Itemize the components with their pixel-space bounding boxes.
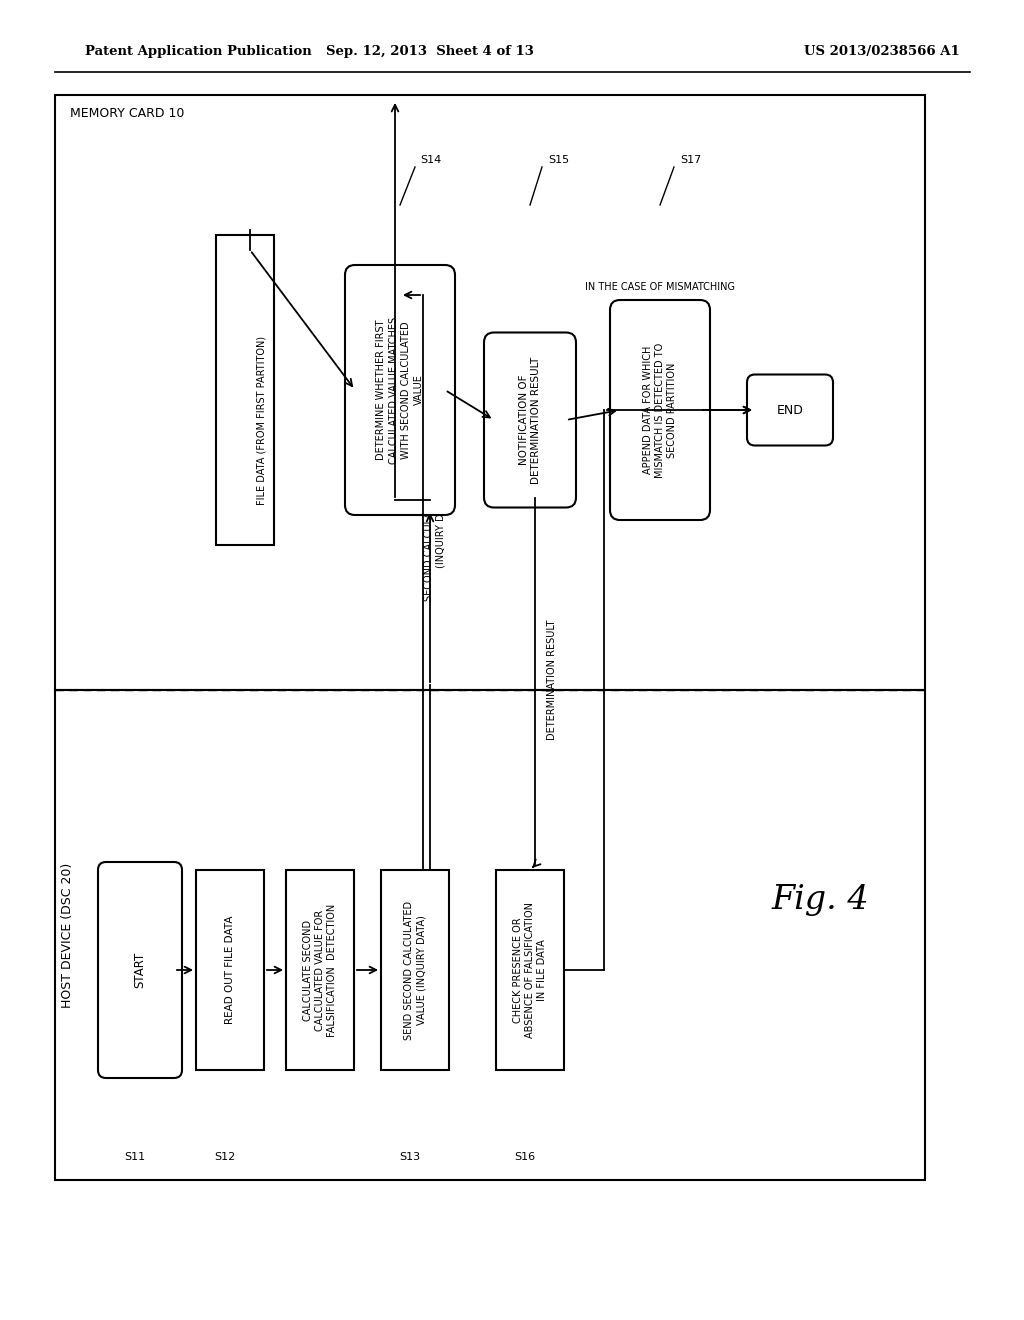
- Text: S12: S12: [214, 1152, 236, 1162]
- Text: HOST DEVICE (DSC 20): HOST DEVICE (DSC 20): [60, 862, 74, 1007]
- Bar: [496, 870, 564, 1071]
- FancyBboxPatch shape: [610, 300, 710, 520]
- Text: Fig. 4: Fig. 4: [771, 884, 868, 916]
- Bar: [381, 870, 449, 1071]
- Bar: [196, 870, 264, 1071]
- Text: DETERMINATION RESULT: DETERMINATION RESULT: [547, 620, 557, 741]
- Text: START: START: [133, 952, 146, 989]
- Text: Patent Application Publication: Patent Application Publication: [85, 45, 311, 58]
- Bar: [55, 95, 925, 690]
- Text: US 2013/0238566 A1: US 2013/0238566 A1: [804, 45, 961, 58]
- Bar: [216, 235, 274, 545]
- Text: CHECK PRESENCE OR
ABSENCE OF FALSIFICATION
IN FILE DATA: CHECK PRESENCE OR ABSENCE OF FALSIFICATI…: [513, 902, 548, 1038]
- Text: MEMORY CARD 10: MEMORY CARD 10: [70, 107, 184, 120]
- Text: FILE DATA (FROM FIRST PARTITON): FILE DATA (FROM FIRST PARTITON): [257, 335, 267, 504]
- Text: END: END: [776, 404, 804, 417]
- FancyBboxPatch shape: [484, 333, 575, 507]
- Bar: [286, 870, 354, 1071]
- FancyBboxPatch shape: [345, 265, 455, 515]
- Text: NOTIFICATION OF
DETERMINATION RESULT: NOTIFICATION OF DETERMINATION RESULT: [519, 356, 542, 483]
- Bar: [55, 690, 925, 1180]
- Text: S15: S15: [548, 154, 569, 165]
- Text: CALCULATE SECOND
CALCULATED VALUE FOR
FALSIFICATION  DETECTION: CALCULATE SECOND CALCULATED VALUE FOR FA…: [303, 903, 337, 1036]
- FancyBboxPatch shape: [746, 375, 833, 446]
- Text: S17: S17: [680, 154, 701, 165]
- Text: S16: S16: [514, 1152, 536, 1162]
- Text: IN THE CASE OF MISMATCHING: IN THE CASE OF MISMATCHING: [585, 282, 735, 292]
- Text: S14: S14: [420, 154, 441, 165]
- Text: READ OUT FILE DATA: READ OUT FILE DATA: [225, 916, 234, 1024]
- Text: S13: S13: [399, 1152, 421, 1162]
- Text: SECOND CALCULATED VALUE
(INQUIRY DATA): SECOND CALCULATED VALUE (INQUIRY DATA): [424, 458, 445, 602]
- FancyBboxPatch shape: [98, 862, 182, 1078]
- Text: SEND SECOND CALCULATED
VALUE (INQUIRY DATA): SEND SECOND CALCULATED VALUE (INQUIRY DA…: [403, 900, 426, 1040]
- Text: Sep. 12, 2013  Sheet 4 of 13: Sep. 12, 2013 Sheet 4 of 13: [326, 45, 534, 58]
- Text: DETERMINE WHETHER FIRST
CALCULATED VALUE MATCHES
WITH SECOND CALCULATED
VALUE: DETERMINE WHETHER FIRST CALCULATED VALUE…: [377, 317, 424, 463]
- Text: APPEND DATA FOR WHICH
MISMATCH IS DETECTED TO
SECOND PARTITION: APPEND DATA FOR WHICH MISMATCH IS DETECT…: [643, 342, 678, 478]
- Text: S11: S11: [125, 1152, 145, 1162]
